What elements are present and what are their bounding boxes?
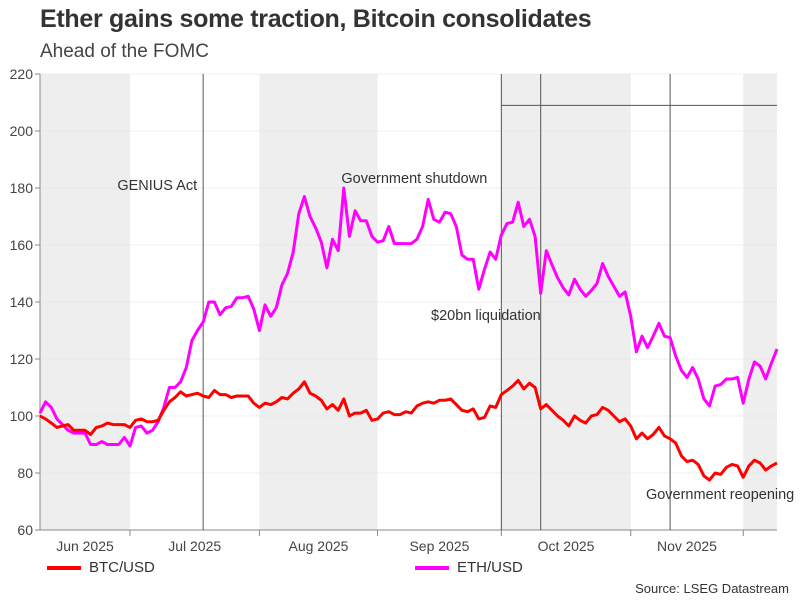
btc-usd-line xyxy=(39,378,778,482)
annotation-label: Government reopening xyxy=(646,487,794,503)
shaded-period xyxy=(40,74,131,530)
source-note: Source: LSEG Datastream xyxy=(635,581,789,596)
legend-item-btc: BTC/USD xyxy=(47,559,155,576)
annotation-label: Government shutdown xyxy=(341,171,487,187)
legend-swatch-btc xyxy=(47,565,81,570)
y-tick-label: 200 xyxy=(10,123,34,139)
chart-title: Ether gains some traction, Bitcoin conso… xyxy=(40,5,592,33)
eth-usd-line xyxy=(38,186,779,448)
x-tick-label: Oct 2025 xyxy=(538,538,595,554)
x-tick-label: Jun 2025 xyxy=(56,538,114,554)
annotation-label: $20bn liquidation xyxy=(431,308,541,324)
y-tick-label: 160 xyxy=(10,237,34,253)
x-tick-label: Sep 2025 xyxy=(409,538,469,554)
y-tick-label: 180 xyxy=(10,180,34,196)
chart-subtitle: Ahead of the FOMC xyxy=(40,41,209,62)
y-tick-label: 60 xyxy=(17,522,33,538)
y-tick-label: 120 xyxy=(10,351,34,367)
y-tick-label: 220 xyxy=(10,66,34,82)
x-tick-label: Jul 2025 xyxy=(168,538,221,554)
y-tick-label: 140 xyxy=(10,294,34,310)
legend-swatch-eth xyxy=(415,565,449,570)
legend-label-btc: BTC/USD xyxy=(89,559,155,576)
x-tick-label: Nov 2025 xyxy=(657,538,717,554)
x-tick-label: Aug 2025 xyxy=(289,538,349,554)
legend-label-eth: ETH/USD xyxy=(457,559,523,576)
annotation-label: GENIUS Act xyxy=(117,178,197,194)
y-tick-label: 80 xyxy=(17,465,33,481)
y-tick-label: 100 xyxy=(10,408,34,424)
legend-item-eth: ETH/USD xyxy=(415,559,523,576)
